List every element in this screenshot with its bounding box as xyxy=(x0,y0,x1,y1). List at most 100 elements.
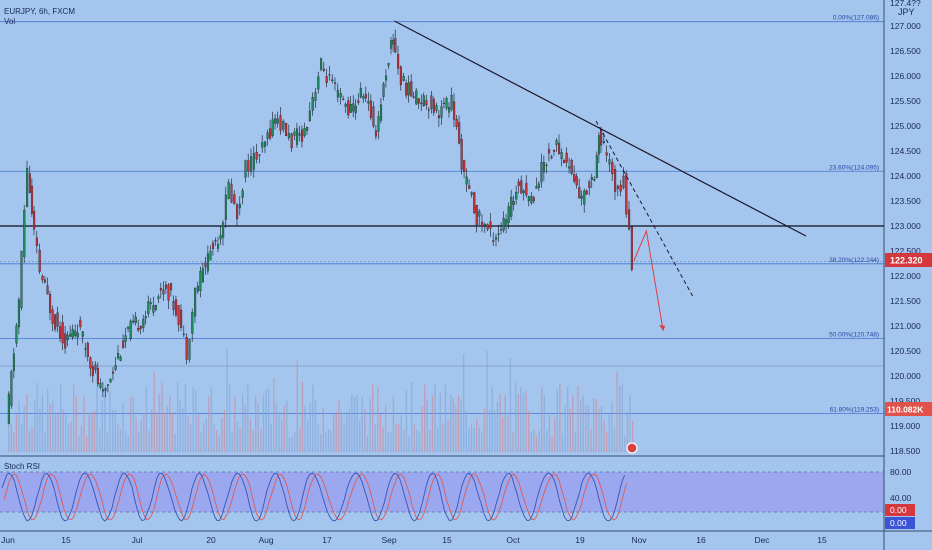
candle-body xyxy=(81,331,84,337)
candle-body xyxy=(475,205,478,225)
candle-body xyxy=(191,312,194,334)
volume-bar xyxy=(75,395,77,452)
candle-body xyxy=(298,133,301,136)
candle-body xyxy=(169,283,173,291)
volume-bar xyxy=(301,382,304,452)
volume-bar xyxy=(507,415,509,452)
volume-bar xyxy=(179,399,181,452)
volume-bar xyxy=(15,414,18,452)
price-tick: 122.500 xyxy=(890,246,921,256)
candle-body xyxy=(28,173,31,193)
candle-body xyxy=(455,118,458,127)
stoch-band xyxy=(0,472,884,512)
volume-bar xyxy=(395,423,397,452)
volume-bar xyxy=(138,432,140,452)
price-tick: 119.500 xyxy=(890,396,920,406)
volume-bar xyxy=(452,398,454,452)
candle-body xyxy=(512,201,515,205)
volume-bar xyxy=(626,411,629,452)
volume-bar xyxy=(10,423,12,452)
candle-body xyxy=(593,179,596,181)
fib-label: 0.00%(127.086) xyxy=(833,15,879,22)
volume-bar xyxy=(171,412,174,452)
candle-body xyxy=(144,316,147,319)
currency-label: JPY xyxy=(898,7,915,17)
candle-body xyxy=(602,141,605,144)
volume-bar xyxy=(361,397,363,452)
candle-body xyxy=(437,115,441,119)
time-tick: 17 xyxy=(322,535,332,545)
candle-body xyxy=(405,83,408,96)
candle-body xyxy=(339,93,342,98)
candle-body xyxy=(137,328,140,331)
volume-bar xyxy=(270,423,272,452)
candle-body xyxy=(69,333,72,337)
volume-bar xyxy=(275,403,278,452)
volume-bar xyxy=(127,436,129,452)
candle-body xyxy=(432,99,435,113)
volume-bar xyxy=(431,395,434,452)
candle-body xyxy=(385,75,388,81)
volume-bar xyxy=(80,425,83,452)
volume-bar xyxy=(385,404,387,452)
price-tick: 123.500 xyxy=(890,196,921,206)
candle-body xyxy=(379,104,383,121)
candle-body xyxy=(545,164,548,166)
volume-bar xyxy=(533,429,535,452)
candle-body xyxy=(547,149,551,154)
candle-body xyxy=(204,262,207,268)
volume-bar xyxy=(88,412,90,452)
volume-bar xyxy=(41,394,44,452)
candle-body xyxy=(595,155,598,178)
volume-bar xyxy=(153,371,155,452)
candle-body xyxy=(542,162,546,173)
candle-body xyxy=(314,92,317,101)
price-tick: 124.500 xyxy=(890,146,921,156)
volume-bar xyxy=(307,419,309,452)
candle-body xyxy=(94,364,97,371)
candle-body xyxy=(244,160,247,178)
candle-body xyxy=(382,83,385,97)
candle-body xyxy=(266,132,269,139)
candle-body xyxy=(188,339,191,360)
candle-body xyxy=(301,129,304,142)
candle-body xyxy=(295,128,299,145)
volume-bar xyxy=(26,394,28,452)
volume-bar xyxy=(522,393,525,452)
volume-bar xyxy=(190,424,192,452)
candle-body xyxy=(590,177,593,180)
volume-bar xyxy=(60,384,62,452)
volume-bar xyxy=(65,412,67,452)
candle-body xyxy=(597,135,601,155)
candle-body xyxy=(119,356,122,361)
volume-bar xyxy=(590,429,592,452)
symbol-title: EURJPY, 6h, FXCM xyxy=(4,7,75,16)
candle-body xyxy=(26,168,29,208)
volume-bar xyxy=(418,431,421,452)
volume-bar xyxy=(554,417,556,452)
volume-bar xyxy=(39,406,41,452)
volume-bar xyxy=(403,429,405,452)
candle-body xyxy=(399,66,402,86)
candle-body xyxy=(71,329,74,338)
stoch-tick: 80.00 xyxy=(890,467,912,477)
volume-bar xyxy=(447,419,449,452)
volume-bar xyxy=(158,393,161,452)
candle-body xyxy=(54,314,57,330)
volume-bar xyxy=(234,397,236,452)
volume-bar xyxy=(148,430,150,452)
candle-body xyxy=(342,98,345,100)
volume-bar xyxy=(351,394,353,452)
volume-bar xyxy=(619,385,621,452)
projection-arrow xyxy=(633,229,664,332)
candle-body xyxy=(372,106,375,127)
candle-body xyxy=(79,319,82,328)
candle-body xyxy=(206,253,210,272)
volume-bar xyxy=(437,427,439,452)
candle-body xyxy=(630,226,633,270)
price-tick: 125.500 xyxy=(890,96,921,106)
candle-body xyxy=(550,156,553,159)
volume-tag xyxy=(885,402,932,416)
candle-body xyxy=(10,371,13,406)
